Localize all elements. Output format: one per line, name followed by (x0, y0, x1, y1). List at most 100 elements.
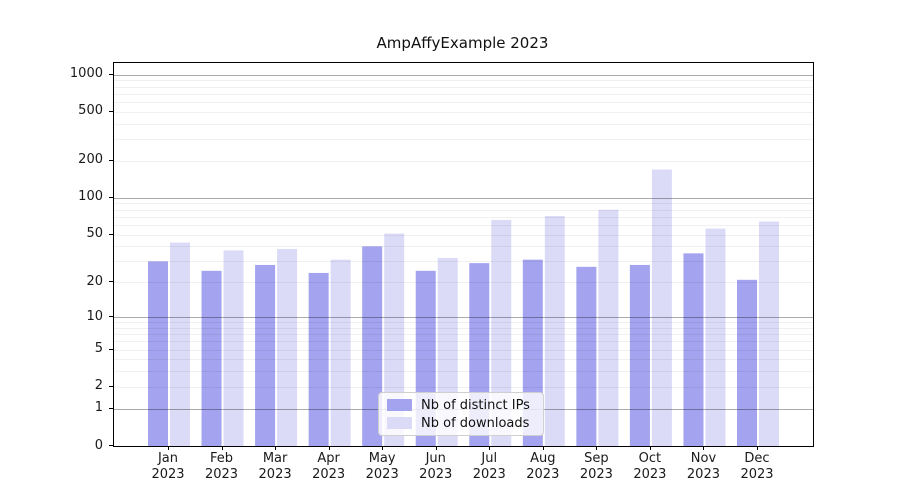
bar-downloads-jul (491, 219, 512, 446)
bar-downloads-nov (705, 228, 726, 446)
x-tick-label-sep: Sep 2023 (566, 451, 626, 483)
y-tick-label-500: 500 (78, 103, 103, 119)
year-label: 2023 (740, 467, 774, 482)
legend-label-distinct-ips: Nb of distinct IPs (421, 397, 530, 413)
bar-distinct-ips-feb (201, 270, 222, 446)
year-label: 2023 (419, 467, 453, 482)
year-label: 2023 (579, 467, 613, 482)
bar-distinct-ips-jan (148, 261, 168, 446)
year-label: 2023 (633, 467, 667, 482)
legend: Nb of distinct IPs Nb of downloads (378, 392, 544, 436)
bar-distinct-ips-oct (629, 264, 650, 446)
bar-distinct-ips-may (362, 246, 383, 446)
year-label: 2023 (365, 467, 399, 482)
y-tick-label-2: 2 (94, 378, 103, 394)
x-tick-mark (382, 446, 383, 450)
month-label: Sep (584, 451, 609, 466)
bar-downloads-mar (277, 249, 298, 446)
year-label: 2023 (312, 467, 346, 482)
month-label: Mar (262, 451, 288, 466)
legend-item-distinct-ips: Nb of distinct IPs (387, 396, 535, 414)
x-tick-label-mar: Mar 2023 (245, 451, 305, 483)
x-tick-mark (222, 446, 223, 450)
y-tick-label-100: 100 (78, 189, 103, 205)
year-label: 2023 (151, 467, 185, 482)
month-label: Jun (425, 451, 446, 466)
month-label: Jan (157, 451, 179, 466)
bar-distinct-ips-sep (576, 266, 597, 446)
x-tick-mark (543, 446, 544, 450)
month-label: Nov (690, 451, 717, 466)
x-tick-label-aug: Aug 2023 (513, 451, 573, 483)
year-label: 2023 (686, 467, 720, 482)
bar-downloads-apr (330, 259, 351, 446)
month-label: Dec (744, 451, 770, 466)
x-tick-mark (596, 446, 597, 450)
x-tick-label-dec: Dec 2023 (727, 451, 787, 483)
month-label: Jul (481, 451, 498, 466)
y-tick-label-0: 0 (94, 437, 103, 453)
month-label: Apr (317, 451, 340, 466)
y-tick-mark (109, 445, 113, 446)
y-tick-mark (109, 74, 113, 75)
y-tick-label-1000: 1000 (69, 66, 103, 82)
bar-downloads-sep (598, 209, 619, 446)
bar-downloads-aug (544, 216, 565, 446)
month-label: Aug (530, 451, 556, 466)
x-tick-mark (650, 446, 651, 450)
legend-item-downloads: Nb of downloads (387, 414, 535, 432)
y-tick-label-200: 200 (78, 152, 103, 168)
year-label: 2023 (526, 467, 560, 482)
y-tick-label-5: 5 (94, 341, 103, 357)
bar-distinct-ips-apr (308, 272, 329, 446)
x-tick-label-jan: Jan 2023 (138, 451, 198, 483)
x-tick-mark (436, 446, 437, 450)
month-label: Oct (638, 451, 662, 466)
x-tick-label-apr: Apr 2023 (299, 451, 359, 483)
x-tick-label-nov: Nov 2023 (673, 451, 733, 483)
y-tick-mark (109, 408, 113, 409)
bar-distinct-ips-dec (737, 279, 757, 446)
y-tick-mark (109, 349, 113, 350)
legend-label-downloads: Nb of downloads (421, 415, 530, 431)
y-tick-mark (109, 197, 113, 198)
x-tick-label-oct: Oct 2023 (620, 451, 680, 483)
y-tick-label-50: 50 (86, 226, 103, 242)
x-tick-mark (489, 446, 490, 450)
month-label: Feb (210, 451, 234, 466)
year-label: 2023 (258, 467, 292, 482)
x-tick-mark (168, 446, 169, 450)
year-label: 2023 (204, 467, 239, 482)
legend-swatch-distinct-ips (387, 399, 412, 411)
bar-downloads-jan (170, 242, 190, 446)
y-tick-label-10: 10 (86, 308, 103, 324)
legend-swatch-downloads (387, 417, 412, 429)
x-tick-label-may: May 2023 (352, 451, 412, 483)
x-tick-mark (757, 446, 758, 450)
y-tick-mark (109, 386, 113, 387)
bar-downloads-dec (759, 221, 779, 446)
y-tick-mark (109, 234, 113, 235)
bar-downloads-feb (223, 250, 244, 446)
x-tick-label-jul: Jul 2023 (459, 451, 519, 483)
bar-distinct-ips-mar (255, 264, 276, 446)
chart-title: AmpAffyExample 2023 (376, 34, 549, 52)
y-tick-label-20: 20 (86, 273, 103, 289)
y-tick-mark (109, 316, 113, 317)
y-tick-mark (109, 111, 113, 112)
bar-chart-svg (114, 75, 813, 446)
x-tick-mark (329, 446, 330, 450)
x-tick-mark (275, 446, 276, 450)
bar-distinct-ips-nov (683, 253, 704, 446)
y-tick-mark (109, 281, 113, 282)
y-tick-mark (109, 160, 113, 161)
y-tick-label-1: 1 (94, 400, 103, 416)
bar-downloads-oct (651, 169, 672, 446)
x-tick-label-feb: Feb 2023 (192, 451, 252, 483)
year-label: 2023 (472, 467, 506, 482)
x-tick-label-jun: Jun 2023 (406, 451, 466, 483)
month-label: May (368, 451, 396, 466)
x-tick-mark (703, 446, 704, 450)
plot-area (113, 62, 814, 447)
